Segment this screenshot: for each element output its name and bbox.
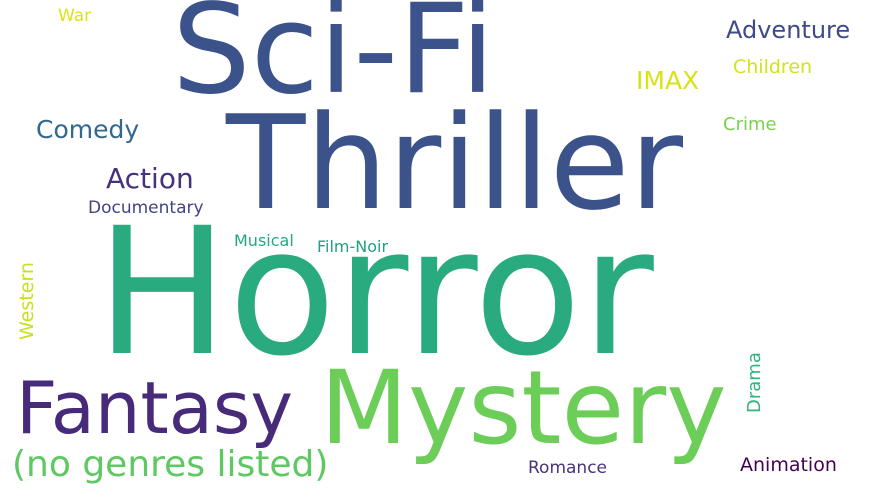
- word-romance: Romance: [528, 458, 608, 478]
- word-imax: IMAX: [636, 66, 700, 95]
- word-film-noir: Film-Noir: [317, 237, 389, 256]
- word-no-genres-listed: (no genres listed): [12, 444, 329, 485]
- word-adventure: Adventure: [726, 16, 851, 44]
- word-documentary: Documentary: [88, 198, 204, 218]
- word-war: War: [58, 6, 92, 26]
- word-comedy: Comedy: [36, 115, 140, 144]
- word-horror: Horror: [96, 190, 654, 395]
- word-western: Western: [16, 262, 38, 340]
- word-fantasy: Fantasy: [16, 366, 294, 450]
- word-mystery: Mystery: [320, 349, 727, 468]
- word-action: Action: [106, 162, 194, 195]
- word-animation: Animation: [740, 454, 837, 476]
- word-sci-fi: Sci-Fi: [172, 0, 495, 122]
- word-drama: Drama: [744, 352, 765, 413]
- word-children: Children: [733, 56, 813, 78]
- word-musical: Musical: [234, 231, 294, 250]
- word-crime: Crime: [723, 114, 777, 135]
- word-thriller: Thriller: [226, 87, 684, 239]
